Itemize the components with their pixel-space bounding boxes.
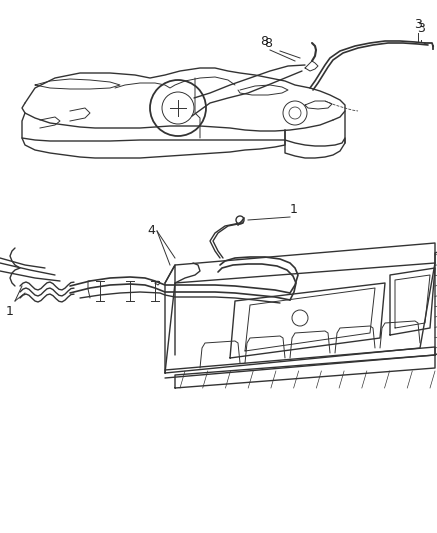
Text: 1: 1 — [290, 203, 298, 216]
Text: 8: 8 — [264, 37, 272, 50]
Text: 1: 1 — [6, 305, 14, 318]
Text: 8: 8 — [260, 35, 268, 48]
Text: 4: 4 — [147, 224, 155, 238]
Text: 3: 3 — [417, 22, 425, 35]
Text: 3: 3 — [414, 18, 422, 31]
